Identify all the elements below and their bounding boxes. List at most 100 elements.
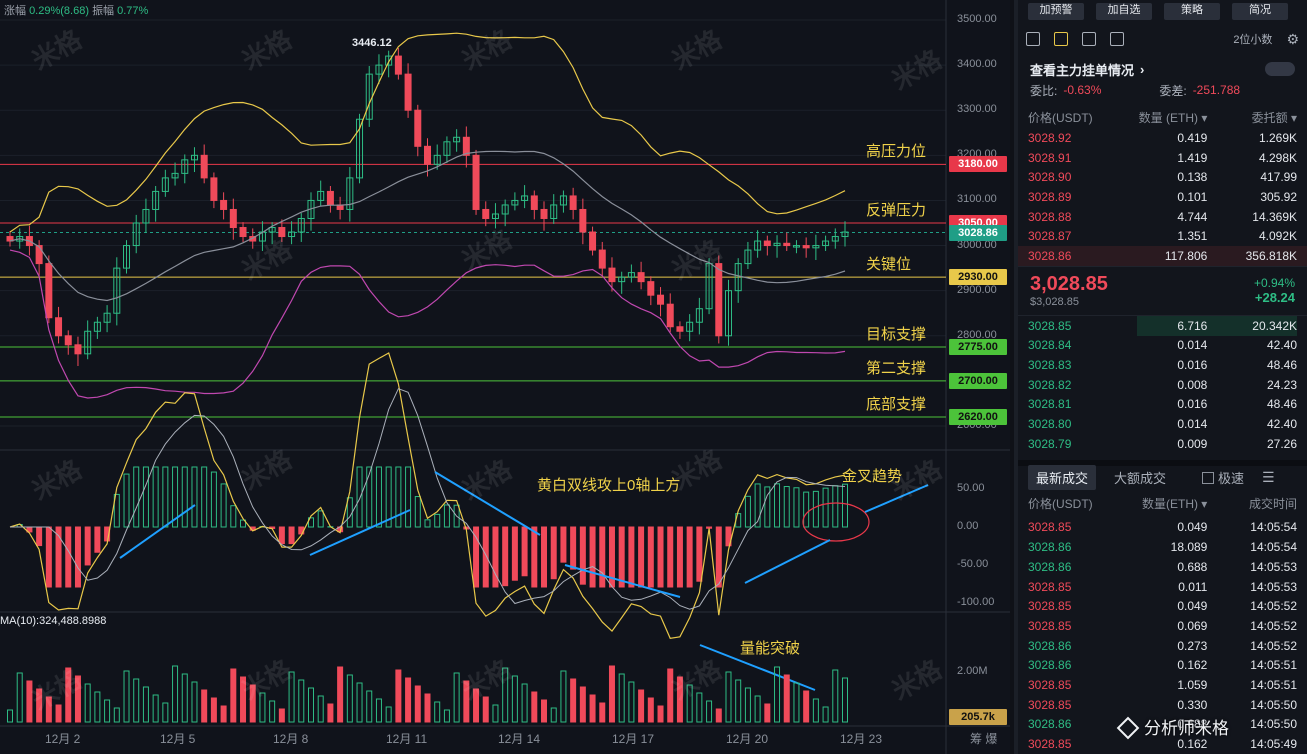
volume-bar (511, 675, 518, 723)
trend-arrow (434, 471, 541, 536)
ob-price: 3028.84 (1028, 338, 1072, 353)
macd-bar (84, 526, 91, 566)
candle-body (142, 208, 150, 224)
decimals-select[interactable]: 2位小数 (1233, 34, 1273, 46)
orderbook-both-icon[interactable] (1026, 32, 1040, 46)
bid-row[interactable]: 3028.80 0.014 42.40 (1018, 414, 1307, 434)
volume-bar (618, 673, 625, 723)
orderbook-bids-icon[interactable] (1082, 32, 1096, 46)
ob-price: 3028.87 (1028, 229, 1072, 244)
candle-body (666, 303, 674, 328)
macd-bar (550, 526, 557, 580)
ask-row[interactable]: 3028.90 0.138 417.99 (1018, 167, 1307, 187)
volume-axis-tick: 2.00M (957, 665, 988, 677)
ask-row[interactable]: 3028.92 0.419 1.269K (1018, 128, 1307, 148)
macd-bar (725, 526, 732, 547)
ob-header-amount[interactable]: 委托额 ▾ (1251, 110, 1298, 125)
volume-bar (201, 689, 208, 723)
macd-bar (715, 526, 722, 588)
candle-body (647, 281, 655, 296)
macd-bar (667, 526, 674, 588)
ob-qty: 0.016 (1177, 358, 1208, 373)
trend-arrow (309, 509, 411, 556)
level-price-tag: 2620.00 (949, 408, 1007, 425)
macd-bar (696, 526, 703, 582)
date-axis-tick: 12月 5 (160, 732, 196, 746)
boll-upper-line (9, 32, 846, 233)
candle-body (181, 159, 189, 174)
kline-chart-pane[interactable]: 涨幅 0.29%(8.68) 振幅 0.77% 3446.12 3500.00 3… (0, 0, 1010, 754)
toolbar-button-0[interactable]: 加预警 (1028, 3, 1084, 20)
ask-row[interactable]: 3028.91 1.419 4.298K (1018, 148, 1307, 168)
volume-bar (473, 688, 480, 723)
bid-row[interactable]: 3028.85 6.716 20.342K (1018, 315, 1307, 336)
trades-header: 价格(USDT) 数量(ETH) ▾ 成交时间 (1018, 490, 1307, 518)
ratio-label: 委比: (1030, 83, 1058, 98)
trade-header-qty[interactable]: 数量(ETH) ▾ (1141, 497, 1208, 512)
volume-bar (385, 706, 392, 723)
tab-latest-trades[interactable]: 最新成交 (1028, 465, 1097, 491)
ob-header-qty[interactable]: 数量 (ETH) ▾ (1138, 110, 1208, 125)
ob-qty: 0.008 (1177, 377, 1208, 392)
candle-body (822, 240, 830, 247)
tab-large-trades[interactable]: 大额成交 (1114, 471, 1167, 487)
ask-row[interactable]: 3028.89 0.101 305.92 (1018, 187, 1307, 207)
toolbar-button-2[interactable]: 策略 (1164, 3, 1220, 20)
trade-qty: 0.330 (1177, 697, 1208, 712)
ob-price: 3028.89 (1028, 189, 1072, 204)
ob-amount: 24.23 (1266, 377, 1298, 392)
volume-bar (74, 675, 81, 723)
ask-row[interactable]: 3028.86 117.806 356.818K (1018, 246, 1307, 266)
level-price-tag: 2930.00 (949, 269, 1007, 286)
main-orders-toggle[interactable] (1265, 62, 1295, 76)
toolbar-button-1[interactable]: 加自选 (1096, 3, 1152, 20)
bid-row[interactable]: 3028.84 0.014 42.40 (1018, 336, 1307, 356)
macd-dea-line (10, 388, 846, 610)
ask-row[interactable]: 3028.87 1.351 4.092K (1018, 226, 1307, 246)
volume-bar (317, 695, 324, 723)
orderbook-asks-icon[interactable] (1110, 32, 1124, 46)
bid-row[interactable]: 3028.82 0.008 24.23 (1018, 375, 1307, 395)
macd-bar (210, 471, 217, 528)
candle-body (715, 263, 723, 337)
trade-time: 14:05:50 (1250, 717, 1298, 732)
volume-bar (638, 689, 645, 723)
gear-icon[interactable]: ⚙ (1286, 30, 1299, 47)
bid-row[interactable]: 3028.81 0.016 48.46 (1018, 395, 1307, 415)
ask-row[interactable]: 3028.88 4.744 14.369K (1018, 207, 1307, 227)
volume-bar (706, 700, 713, 723)
ob-qty: 117.806 (1164, 248, 1208, 263)
orderbook-split-icon[interactable] (1054, 32, 1068, 46)
volume-bar (579, 686, 586, 723)
macd-bar (511, 526, 518, 581)
trade-qty: 0.049 (1177, 520, 1208, 535)
trade-price: 3028.86 (1028, 717, 1072, 732)
main-orders-row[interactable]: 查看主力挂单情况 › (1018, 58, 1307, 80)
candle-body (579, 208, 587, 233)
chart-canvas[interactable] (0, 0, 1010, 754)
macd-bar (822, 487, 829, 528)
volume-bar (608, 665, 615, 723)
toolbar-button-3[interactable]: 简况 (1232, 3, 1288, 20)
candle-body (521, 195, 529, 201)
ob-amount: 356.818K (1245, 248, 1298, 263)
macd-bar (405, 466, 412, 528)
filter-icon[interactable]: ☰ (1262, 469, 1275, 486)
bid-row[interactable]: 3028.79 0.009 27.26 (1018, 434, 1307, 454)
ob-price: 3028.90 (1028, 170, 1072, 185)
ob-price: 3028.80 (1028, 417, 1072, 432)
volume-bar (142, 686, 149, 723)
candle-body (559, 195, 567, 206)
candle-body (45, 263, 53, 319)
macd-bar (240, 519, 247, 528)
bid-row[interactable]: 3028.83 0.016 48.46 (1018, 355, 1307, 375)
candle-body (501, 204, 509, 215)
volume-bar (443, 709, 450, 723)
trade-qty: 0.162 (1177, 737, 1208, 752)
fast-checkbox[interactable] (1202, 471, 1215, 484)
macd-bar (113, 493, 120, 528)
candle-body (812, 245, 820, 249)
volume-bar (366, 690, 373, 723)
volume-bar (16, 672, 23, 723)
trade-row: 3028.86 18.089 14:05:54 (1018, 537, 1307, 557)
